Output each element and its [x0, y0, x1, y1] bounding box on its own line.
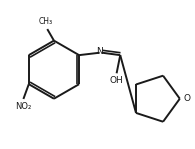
Text: O: O [183, 94, 190, 103]
Text: NO₂: NO₂ [15, 102, 32, 111]
Text: OH: OH [110, 76, 123, 85]
Text: CH₃: CH₃ [39, 17, 53, 26]
Text: N: N [96, 47, 103, 56]
